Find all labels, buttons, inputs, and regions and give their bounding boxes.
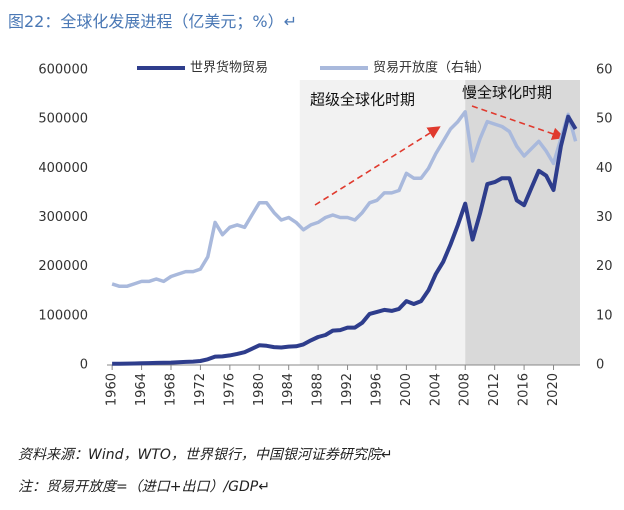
series-line bbox=[111, 110, 578, 289]
source-note: 资料来源：Wind，WTO，世界银行，中国银河证券研究院↵ bbox=[18, 447, 393, 463]
period-label: 慢全球化时期 bbox=[462, 84, 552, 102]
x-tick-label: 1980 bbox=[252, 373, 267, 406]
legend-label: 世界货物贸易 bbox=[190, 60, 268, 76]
x-tick-label: 2012 bbox=[487, 373, 502, 406]
y2-tick-label: 0 bbox=[596, 358, 604, 373]
x-tick-label: 1960 bbox=[105, 373, 120, 406]
y-tick-label: 500000 bbox=[38, 112, 88, 127]
x-tick-label: 1972 bbox=[193, 373, 208, 406]
period-shade bbox=[299, 80, 466, 365]
y-tick-label: 600000 bbox=[38, 63, 88, 78]
trend-arrow bbox=[314, 126, 441, 206]
y2-tick-label: 10 bbox=[596, 308, 613, 323]
y-tick-label: 300000 bbox=[38, 210, 88, 225]
chart-title: 图22：全球化发展进程（亿美元；%）↵ bbox=[8, 12, 297, 31]
y2-tick-label: 20 bbox=[596, 259, 613, 274]
x-tick-label: 1996 bbox=[369, 373, 384, 406]
chart: 超级全球化时期 慢全球化时期 0 100000 200000 300000 400000 50… bbox=[38, 60, 613, 407]
x-tick-label: 1984 bbox=[281, 373, 296, 406]
x-tick-label: 2000 bbox=[399, 373, 414, 406]
x-tick-label: 2008 bbox=[458, 373, 473, 406]
x-tick-label: 1992 bbox=[340, 373, 355, 406]
y-tick-label: 200000 bbox=[38, 259, 88, 274]
formula-note: 注：贸易开放度=（进口+出口）/GDP↵ bbox=[18, 479, 270, 495]
legend-label: 贸易开放度（右轴） bbox=[373, 60, 490, 76]
x-tick-label: 2016 bbox=[517, 373, 532, 406]
period-label: 超级全球化时期 bbox=[310, 91, 415, 109]
y-tick-label: 0 bbox=[80, 358, 88, 373]
y-tick-label: 400000 bbox=[38, 161, 88, 176]
y2-tick-label: 40 bbox=[596, 161, 613, 176]
y-tick-label: 100000 bbox=[38, 308, 88, 323]
x-tick-label: 1976 bbox=[222, 373, 237, 406]
x-tick-label: 1968 bbox=[163, 373, 178, 406]
x-tick-label: 1964 bbox=[134, 373, 149, 406]
y2-tick-label: 30 bbox=[596, 210, 613, 225]
x-tick-label: 1988 bbox=[311, 373, 326, 406]
trend-arrow bbox=[471, 105, 566, 140]
series-line bbox=[112, 114, 578, 366]
x-tick-label: 2020 bbox=[546, 373, 561, 406]
y2-tick-label: 50 bbox=[596, 112, 613, 127]
x-tick-label: 2004 bbox=[428, 373, 443, 406]
y2-tick-label: 60 bbox=[596, 63, 613, 78]
